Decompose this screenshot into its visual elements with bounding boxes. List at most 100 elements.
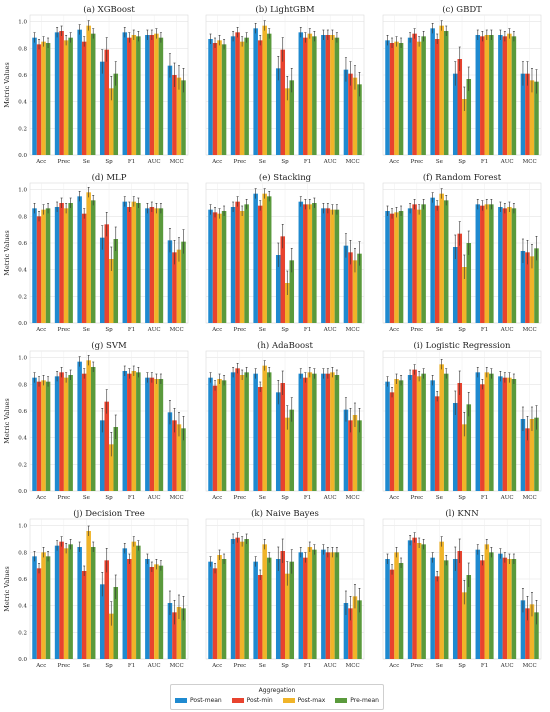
panel-10: 0.0 0.2 0.4 0.6 0.8 1.0 Acc Prec Se Sp F1 AUC MCC (j)… [3, 508, 189, 669]
bar [307, 33, 313, 155]
x-tick-label: AUC [323, 327, 337, 333]
bar [109, 613, 114, 659]
x-tick-label: Se [436, 663, 443, 669]
bar [172, 252, 177, 323]
x-tick-label: Acc [35, 663, 46, 669]
bar [525, 428, 530, 491]
x-tick-label: MCC [346, 327, 360, 333]
bar [303, 204, 308, 323]
bar [176, 424, 182, 491]
panel-title: (d) MLP [92, 172, 127, 183]
bar [407, 540, 413, 659]
bar [181, 241, 186, 323]
x-tick-label: AUC [147, 495, 161, 501]
y-axis-label: Metric Values [3, 398, 11, 443]
bar [167, 603, 173, 659]
bar [312, 549, 317, 659]
bar [212, 43, 218, 155]
bar [334, 552, 340, 659]
bar [68, 544, 73, 659]
bar [285, 573, 290, 659]
panel-6: Acc Prec Se Sp F1 AUC MCC (f) Random Forest [382, 172, 542, 333]
bar [389, 392, 395, 491]
bar [262, 544, 267, 659]
bar [321, 208, 326, 323]
bar [430, 557, 435, 659]
panel-title: (a) XGBoost [83, 4, 135, 15]
legend-item-post-min: Post-min [231, 697, 273, 704]
bar [275, 255, 281, 323]
bar [172, 75, 177, 155]
panel-2: Acc Prec Se Sp F1 AUC MCC (b) LightGBM [205, 4, 365, 165]
bar [181, 608, 186, 659]
panel-5: Acc Prec Se Sp F1 AUC MCC (e) Stacking [205, 172, 365, 333]
bar [86, 531, 91, 659]
bar [325, 208, 331, 323]
x-tick-label: Se [436, 495, 443, 501]
bar [36, 568, 42, 659]
panel-1: 0.0 0.2 0.4 0.6 0.8 1.0 Acc Prec Se Sp F1 AUC MCC (a)… [3, 4, 189, 165]
bar [443, 31, 449, 155]
bar [525, 608, 530, 659]
bar [212, 568, 218, 659]
bar [502, 208, 508, 323]
bar [239, 41, 245, 155]
x-tick-label: Sp [458, 495, 466, 501]
bar [289, 80, 295, 155]
bar [507, 33, 512, 155]
bar [529, 604, 535, 659]
y-tick-label: 1.0 [18, 188, 27, 194]
bar [412, 204, 417, 323]
x-tick-label: Acc [35, 327, 46, 333]
bar [244, 37, 249, 155]
x-tick-label: MCC [346, 159, 360, 165]
y-tick-label: 0.8 [18, 550, 27, 556]
x-tick-label: Se [83, 327, 90, 333]
x-tick-label: F1 [128, 495, 135, 501]
panel-title: (c) GBDT [442, 4, 482, 15]
panel-title: (g) SVM [91, 340, 127, 351]
y-tick-label: 0.6 [18, 241, 27, 247]
bar [330, 372, 335, 491]
y-tick-label: 1.0 [18, 20, 27, 26]
x-tick-label: F1 [481, 663, 488, 669]
bar [208, 561, 213, 659]
bar [407, 37, 413, 155]
bar [520, 251, 526, 323]
bar [81, 213, 87, 323]
x-tick-label: Acc [211, 159, 222, 165]
bar [520, 600, 526, 659]
bar [122, 371, 128, 491]
bar [285, 283, 290, 323]
bar [36, 381, 42, 491]
y-tick-label: 0.4 [18, 100, 27, 106]
x-tick-label: Acc [388, 663, 399, 669]
bar [32, 377, 37, 491]
bar [158, 37, 164, 155]
bar [352, 415, 358, 491]
bar [412, 537, 417, 659]
bar [303, 37, 308, 155]
x-tick-label: Prec [58, 663, 71, 669]
bar [511, 379, 517, 491]
legend-items: Post-mean Post-min Post-max Pre-mean [175, 697, 379, 704]
bar [239, 541, 245, 659]
bar [498, 376, 503, 491]
bar [36, 216, 42, 323]
x-tick-label: AUC [500, 495, 514, 501]
panel-title: (l) KNN [445, 508, 479, 519]
bar [443, 560, 449, 659]
bar [131, 371, 137, 491]
bar [430, 380, 435, 491]
bar [104, 224, 109, 323]
y-tick-label: 0.8 [18, 214, 27, 220]
x-tick-label: F1 [128, 327, 135, 333]
bar [507, 207, 512, 323]
x-tick-label: AUC [500, 663, 514, 669]
bar [230, 36, 236, 156]
bar [45, 381, 51, 491]
x-tick-label: Acc [35, 495, 46, 501]
bar [131, 201, 137, 323]
bar [99, 237, 105, 323]
x-tick-label: F1 [481, 159, 488, 165]
